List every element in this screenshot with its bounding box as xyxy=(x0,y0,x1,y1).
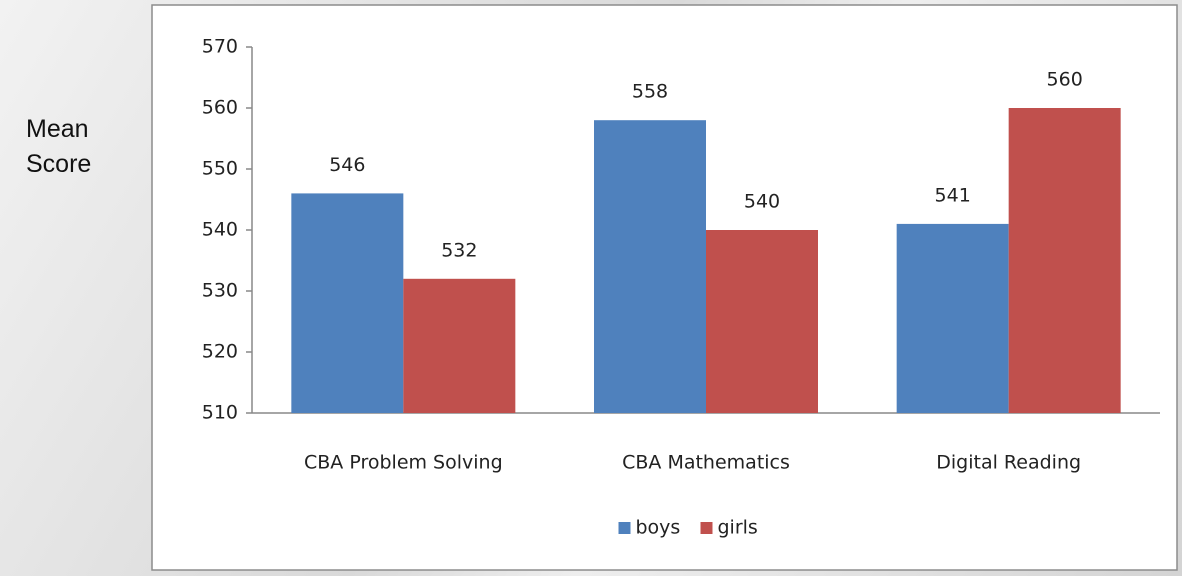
bar xyxy=(896,223,1009,413)
y-tick-label: 540 xyxy=(202,219,238,241)
y-tick-label: 520 xyxy=(202,341,238,363)
legend-label: boys xyxy=(636,517,681,539)
legend-label: girls xyxy=(718,517,758,539)
value-label: 532 xyxy=(441,239,477,261)
x-tick-label: CBA Problem Solving xyxy=(304,452,503,474)
value-label: 541 xyxy=(935,184,971,206)
legend-swatch xyxy=(700,522,713,534)
value-label: 558 xyxy=(632,81,668,103)
y-tick-label: 510 xyxy=(202,402,238,424)
bar xyxy=(1008,108,1121,413)
value-label: 546 xyxy=(329,154,365,176)
legend-swatch xyxy=(618,522,631,534)
y-tick-label: 550 xyxy=(202,158,238,180)
bar xyxy=(291,193,404,413)
x-tick-label: Digital Reading xyxy=(936,452,1081,474)
x-tick-label: CBA Mathematics xyxy=(622,452,790,474)
y-tick-label: 570 xyxy=(202,36,238,58)
bar xyxy=(594,120,706,413)
value-label: 540 xyxy=(744,191,780,213)
bar xyxy=(706,230,818,413)
bar xyxy=(403,278,516,413)
y-tick-label: 530 xyxy=(202,280,238,302)
y-tick-label: 560 xyxy=(202,97,238,119)
value-label: 560 xyxy=(1047,69,1083,91)
y-axis-label: Mean Score xyxy=(26,115,92,178)
